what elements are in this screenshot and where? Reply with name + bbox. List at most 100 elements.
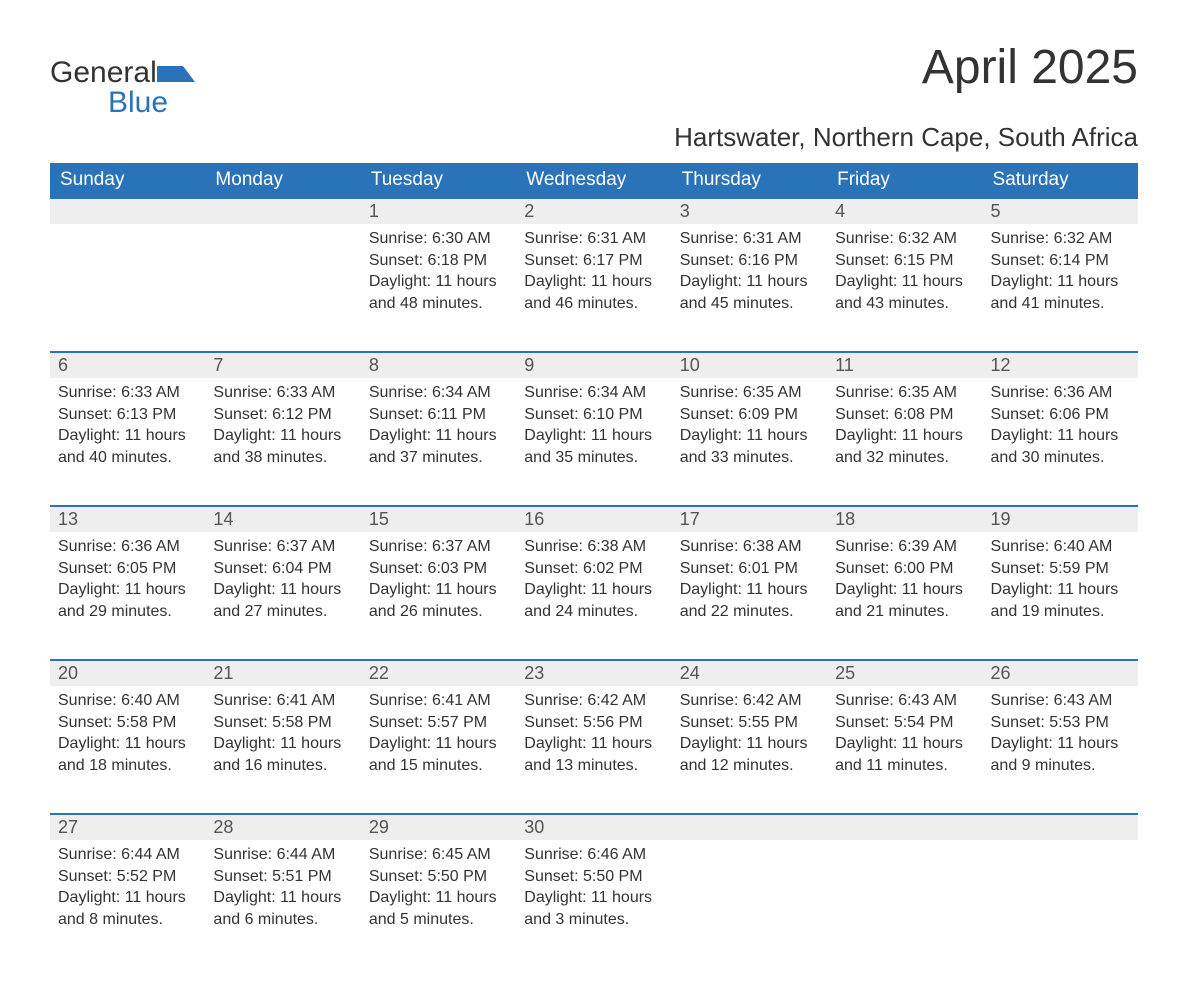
daylight1-line: Daylight: 11 hours bbox=[524, 579, 663, 601]
day-body-row: Sunrise: 6:40 AMSunset: 5:58 PMDaylight:… bbox=[50, 686, 1138, 814]
sunrise-line: Sunrise: 6:42 AM bbox=[680, 690, 819, 712]
sunset-line: Sunset: 6:01 PM bbox=[680, 558, 819, 580]
daylight2-line: and 30 minutes. bbox=[991, 447, 1130, 469]
day-number-cell: 10 bbox=[672, 352, 827, 378]
daylight1-line: Daylight: 11 hours bbox=[369, 579, 508, 601]
day-body-cell: Sunrise: 6:38 AMSunset: 6:01 PMDaylight:… bbox=[672, 532, 827, 660]
sunrise-line: Sunrise: 6:39 AM bbox=[835, 536, 974, 558]
daylight2-line: and 13 minutes. bbox=[524, 755, 663, 777]
day-number-cell: 27 bbox=[50, 814, 205, 840]
day-body-row: Sunrise: 6:33 AMSunset: 6:13 PMDaylight:… bbox=[50, 378, 1138, 506]
day-body-cell: Sunrise: 6:34 AMSunset: 6:11 PMDaylight:… bbox=[361, 378, 516, 506]
daylight2-line: and 41 minutes. bbox=[991, 293, 1130, 315]
day-body-cell: Sunrise: 6:37 AMSunset: 6:04 PMDaylight:… bbox=[205, 532, 360, 660]
day-body-cell: Sunrise: 6:31 AMSunset: 6:16 PMDaylight:… bbox=[672, 224, 827, 352]
day-number-cell: 20 bbox=[50, 660, 205, 686]
day-body-cell: Sunrise: 6:38 AMSunset: 6:02 PMDaylight:… bbox=[516, 532, 671, 660]
day-body-cell: Sunrise: 6:42 AMSunset: 5:56 PMDaylight:… bbox=[516, 686, 671, 814]
daylight2-line: and 5 minutes. bbox=[369, 909, 508, 931]
sunset-line: Sunset: 5:57 PM bbox=[369, 712, 508, 734]
daylight2-line: and 16 minutes. bbox=[213, 755, 352, 777]
sunrise-line: Sunrise: 6:43 AM bbox=[991, 690, 1130, 712]
daylight2-line: and 22 minutes. bbox=[680, 601, 819, 623]
daylight1-line: Daylight: 11 hours bbox=[680, 579, 819, 601]
day-number-cell: 28 bbox=[205, 814, 360, 840]
daylight1-line: Daylight: 11 hours bbox=[58, 887, 197, 909]
daylight2-line: and 40 minutes. bbox=[58, 447, 197, 469]
weekday-header: Tuesday bbox=[361, 163, 516, 198]
sunrise-line: Sunrise: 6:41 AM bbox=[369, 690, 508, 712]
daylight2-line: and 19 minutes. bbox=[991, 601, 1130, 623]
sunset-line: Sunset: 6:06 PM bbox=[991, 404, 1130, 426]
sunset-line: Sunset: 6:12 PM bbox=[213, 404, 352, 426]
weekday-header: Wednesday bbox=[516, 163, 671, 198]
sunrise-line: Sunrise: 6:40 AM bbox=[58, 690, 197, 712]
daylight2-line: and 45 minutes. bbox=[680, 293, 819, 315]
daylight1-line: Daylight: 11 hours bbox=[524, 887, 663, 909]
day-body-cell: Sunrise: 6:43 AMSunset: 5:53 PMDaylight:… bbox=[983, 686, 1138, 814]
day-number-cell: 21 bbox=[205, 660, 360, 686]
daylight1-line: Daylight: 11 hours bbox=[369, 271, 508, 293]
daylight2-line: and 8 minutes. bbox=[58, 909, 197, 931]
daylight1-line: Daylight: 11 hours bbox=[991, 579, 1130, 601]
daylight1-line: Daylight: 11 hours bbox=[835, 425, 974, 447]
daylight2-line: and 46 minutes. bbox=[524, 293, 663, 315]
daylight1-line: Daylight: 11 hours bbox=[991, 733, 1130, 755]
location-subtitle: Hartswater, Northern Cape, South Africa bbox=[50, 122, 1138, 153]
header-row: General Blue April 2025 bbox=[50, 40, 1138, 118]
sunset-line: Sunset: 5:59 PM bbox=[991, 558, 1130, 580]
day-number-cell: 12 bbox=[983, 352, 1138, 378]
daylight1-line: Daylight: 11 hours bbox=[213, 579, 352, 601]
day-number-cell: 22 bbox=[361, 660, 516, 686]
daylight2-line: and 29 minutes. bbox=[58, 601, 197, 623]
sunrise-line: Sunrise: 6:33 AM bbox=[213, 382, 352, 404]
day-number-cell: 4 bbox=[827, 198, 982, 224]
day-body-cell bbox=[672, 840, 827, 968]
sunset-line: Sunset: 6:10 PM bbox=[524, 404, 663, 426]
daylight1-line: Daylight: 11 hours bbox=[213, 733, 352, 755]
daylight1-line: Daylight: 11 hours bbox=[369, 733, 508, 755]
day-body-cell: Sunrise: 6:42 AMSunset: 5:55 PMDaylight:… bbox=[672, 686, 827, 814]
sunrise-line: Sunrise: 6:37 AM bbox=[369, 536, 508, 558]
day-number-cell: 9 bbox=[516, 352, 671, 378]
sunset-line: Sunset: 5:52 PM bbox=[58, 866, 197, 888]
day-body-cell: Sunrise: 6:43 AMSunset: 5:54 PMDaylight:… bbox=[827, 686, 982, 814]
day-body-cell: Sunrise: 6:35 AMSunset: 6:09 PMDaylight:… bbox=[672, 378, 827, 506]
day-number-cell: 19 bbox=[983, 506, 1138, 532]
day-number-cell: 3 bbox=[672, 198, 827, 224]
sunset-line: Sunset: 6:02 PM bbox=[524, 558, 663, 580]
daylight2-line: and 38 minutes. bbox=[213, 447, 352, 469]
day-number-cell: 15 bbox=[361, 506, 516, 532]
day-body-cell: Sunrise: 6:36 AMSunset: 6:05 PMDaylight:… bbox=[50, 532, 205, 660]
daylight1-line: Daylight: 11 hours bbox=[369, 425, 508, 447]
day-body-cell: Sunrise: 6:41 AMSunset: 5:57 PMDaylight:… bbox=[361, 686, 516, 814]
daylight1-line: Daylight: 11 hours bbox=[991, 425, 1130, 447]
brand-word-blue: Blue bbox=[50, 86, 168, 119]
daylight2-line: and 3 minutes. bbox=[524, 909, 663, 931]
daylight1-line: Daylight: 11 hours bbox=[58, 425, 197, 447]
sunset-line: Sunset: 5:54 PM bbox=[835, 712, 974, 734]
daylight1-line: Daylight: 11 hours bbox=[835, 579, 974, 601]
sunrise-line: Sunrise: 6:46 AM bbox=[524, 844, 663, 866]
daylight2-line: and 18 minutes. bbox=[58, 755, 197, 777]
day-body-cell: Sunrise: 6:32 AMSunset: 6:14 PMDaylight:… bbox=[983, 224, 1138, 352]
sunset-line: Sunset: 6:16 PM bbox=[680, 250, 819, 272]
day-body-cell: Sunrise: 6:40 AMSunset: 5:59 PMDaylight:… bbox=[983, 532, 1138, 660]
daylight1-line: Daylight: 11 hours bbox=[835, 271, 974, 293]
sunset-line: Sunset: 6:17 PM bbox=[524, 250, 663, 272]
day-body-cell bbox=[205, 224, 360, 352]
daylight1-line: Daylight: 11 hours bbox=[524, 733, 663, 755]
sunrise-line: Sunrise: 6:35 AM bbox=[835, 382, 974, 404]
daylight2-line: and 11 minutes. bbox=[835, 755, 974, 777]
sunset-line: Sunset: 5:58 PM bbox=[213, 712, 352, 734]
day-body-row: Sunrise: 6:36 AMSunset: 6:05 PMDaylight:… bbox=[50, 532, 1138, 660]
daylight2-line: and 37 minutes. bbox=[369, 447, 508, 469]
day-number-cell bbox=[983, 814, 1138, 840]
daylight2-line: and 48 minutes. bbox=[369, 293, 508, 315]
day-number-cell: 18 bbox=[827, 506, 982, 532]
daylight2-line: and 33 minutes. bbox=[680, 447, 819, 469]
day-number-cell bbox=[50, 198, 205, 224]
daylight1-line: Daylight: 11 hours bbox=[524, 271, 663, 293]
day-number-cell: 26 bbox=[983, 660, 1138, 686]
day-number-row: 12345 bbox=[50, 198, 1138, 224]
